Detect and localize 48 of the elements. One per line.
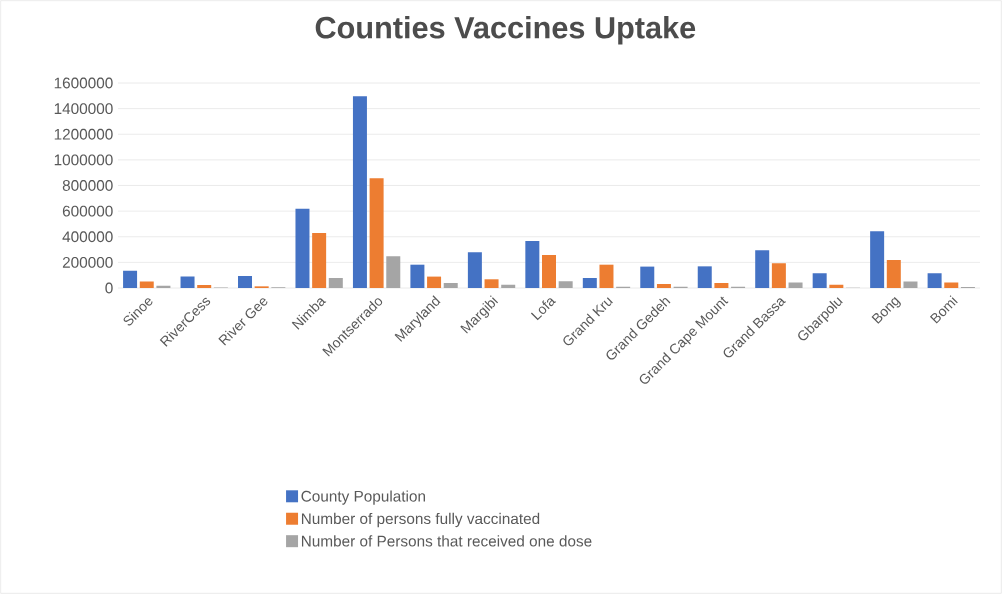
bar xyxy=(525,240,540,288)
bar xyxy=(197,285,212,288)
bar xyxy=(410,264,425,288)
bar xyxy=(870,231,885,288)
bar xyxy=(755,250,770,288)
bar xyxy=(697,266,712,288)
bar xyxy=(369,178,384,288)
legend-label: County Population xyxy=(301,490,425,505)
chart-title: Counties Vaccines Uptake xyxy=(315,16,696,45)
bar xyxy=(427,276,442,288)
bar xyxy=(558,281,573,288)
bar xyxy=(599,264,614,288)
bar xyxy=(386,256,401,288)
y-tick-label: 600000 xyxy=(62,205,113,217)
bar xyxy=(771,263,786,288)
bar xyxy=(443,283,458,288)
y-tick-label: 1600000 xyxy=(54,77,113,89)
bar xyxy=(714,283,729,288)
y-tick-label: 1400000 xyxy=(54,103,113,115)
x-tick-label: Lofa xyxy=(530,298,557,321)
bar xyxy=(238,275,253,288)
y-tick-label: 800000 xyxy=(62,180,113,191)
bar xyxy=(582,278,597,288)
bar xyxy=(123,270,138,288)
bar xyxy=(312,232,327,288)
legend-label: Number of persons fully vaccinated xyxy=(301,512,540,528)
bar xyxy=(640,266,655,288)
y-tick-label: 1000000 xyxy=(54,154,113,166)
bar xyxy=(903,281,918,288)
bar xyxy=(295,208,310,288)
bar xyxy=(886,259,901,288)
bar xyxy=(927,273,942,288)
bar xyxy=(542,254,557,288)
bar xyxy=(484,279,499,288)
bar xyxy=(788,282,803,288)
bar xyxy=(139,281,154,288)
bar xyxy=(812,273,827,288)
y-tick-label: 1200000 xyxy=(54,128,113,140)
bar xyxy=(352,96,367,288)
bar xyxy=(180,276,195,288)
y-tick-label: 400000 xyxy=(62,231,113,243)
legend-label: Number of Persons that received one dose xyxy=(301,535,592,547)
bar xyxy=(328,278,343,288)
bar xyxy=(656,284,671,288)
y-tick-label: 200000 xyxy=(62,256,113,268)
bar xyxy=(467,252,482,288)
y-tick-label: 0 xyxy=(105,282,113,294)
bar xyxy=(944,282,959,288)
